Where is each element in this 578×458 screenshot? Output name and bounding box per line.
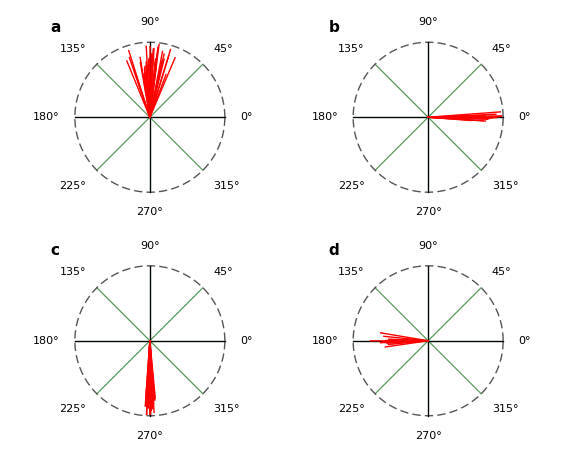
Text: 315°: 315° <box>492 404 518 414</box>
Text: 45°: 45° <box>213 267 233 277</box>
Text: 90°: 90° <box>418 17 438 27</box>
Text: 0°: 0° <box>240 336 253 346</box>
Text: 225°: 225° <box>338 181 365 191</box>
Text: 0°: 0° <box>518 112 531 122</box>
Text: 135°: 135° <box>60 44 86 54</box>
Text: 270°: 270° <box>415 431 442 441</box>
Text: 90°: 90° <box>140 17 160 27</box>
Text: 270°: 270° <box>136 207 163 217</box>
Text: 270°: 270° <box>136 431 163 441</box>
Text: d: d <box>328 243 339 258</box>
Text: 135°: 135° <box>338 44 365 54</box>
Text: 45°: 45° <box>492 44 512 54</box>
Text: 225°: 225° <box>60 181 86 191</box>
Text: a: a <box>50 20 61 35</box>
Text: 135°: 135° <box>60 267 86 277</box>
Text: 45°: 45° <box>492 267 512 277</box>
Text: 180°: 180° <box>312 336 338 346</box>
Text: 90°: 90° <box>418 241 438 251</box>
Text: c: c <box>50 243 59 258</box>
Text: 315°: 315° <box>213 181 240 191</box>
Text: 315°: 315° <box>213 404 240 414</box>
Text: 45°: 45° <box>213 44 233 54</box>
Text: 180°: 180° <box>34 112 60 122</box>
Text: b: b <box>328 20 339 35</box>
Text: 225°: 225° <box>338 404 365 414</box>
Text: 180°: 180° <box>312 112 338 122</box>
Text: 225°: 225° <box>60 404 86 414</box>
Text: 180°: 180° <box>34 336 60 346</box>
Text: 135°: 135° <box>338 267 365 277</box>
Text: 315°: 315° <box>492 181 518 191</box>
Text: 270°: 270° <box>415 207 442 217</box>
Text: 90°: 90° <box>140 241 160 251</box>
Text: 0°: 0° <box>240 112 253 122</box>
Text: 0°: 0° <box>518 336 531 346</box>
